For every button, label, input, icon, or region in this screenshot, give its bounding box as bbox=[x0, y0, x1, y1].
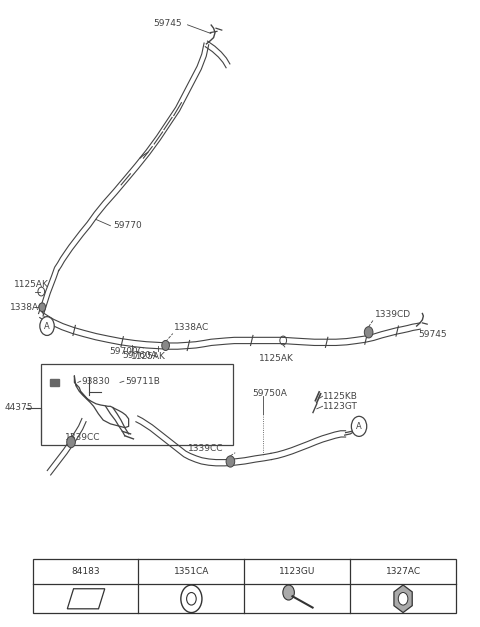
Text: 59745: 59745 bbox=[154, 19, 182, 28]
Text: 59745: 59745 bbox=[419, 330, 447, 339]
Text: 1338AC: 1338AC bbox=[174, 324, 209, 332]
Circle shape bbox=[351, 416, 367, 436]
Text: 1351CA: 1351CA bbox=[174, 567, 209, 576]
Circle shape bbox=[283, 585, 294, 600]
Circle shape bbox=[398, 593, 408, 605]
Circle shape bbox=[162, 340, 169, 350]
Circle shape bbox=[226, 456, 235, 467]
Text: A: A bbox=[44, 322, 50, 330]
Text: 44375: 44375 bbox=[5, 403, 33, 412]
Text: 1338AC: 1338AC bbox=[10, 303, 45, 312]
Text: 59700C: 59700C bbox=[110, 347, 144, 356]
Text: 1125AK: 1125AK bbox=[132, 352, 166, 361]
Circle shape bbox=[40, 317, 54, 335]
Text: 93830: 93830 bbox=[82, 377, 110, 386]
Bar bbox=[41, 364, 233, 445]
Circle shape bbox=[364, 327, 373, 338]
Circle shape bbox=[67, 436, 75, 448]
Polygon shape bbox=[394, 585, 412, 613]
Bar bbox=[33, 559, 456, 613]
Text: A: A bbox=[356, 422, 362, 431]
Text: 1123GT: 1123GT bbox=[323, 402, 358, 411]
Text: 1339CC: 1339CC bbox=[188, 444, 224, 453]
Circle shape bbox=[39, 303, 46, 312]
Text: 59750A: 59750A bbox=[252, 389, 287, 398]
Text: 59711B: 59711B bbox=[125, 377, 160, 386]
Text: 1125AK: 1125AK bbox=[259, 354, 294, 362]
Bar bbox=[50, 379, 59, 386]
Text: 59770: 59770 bbox=[113, 221, 142, 230]
Text: 1125AK: 1125AK bbox=[14, 280, 49, 289]
Text: 59760A: 59760A bbox=[122, 351, 157, 360]
Text: 1125KB: 1125KB bbox=[323, 392, 358, 401]
Text: 1339CC: 1339CC bbox=[65, 433, 100, 441]
Text: 1339CD: 1339CD bbox=[375, 310, 411, 319]
Text: 84183: 84183 bbox=[71, 567, 100, 576]
Text: 1123GU: 1123GU bbox=[279, 567, 315, 576]
Text: 1327AC: 1327AC bbox=[385, 567, 420, 576]
